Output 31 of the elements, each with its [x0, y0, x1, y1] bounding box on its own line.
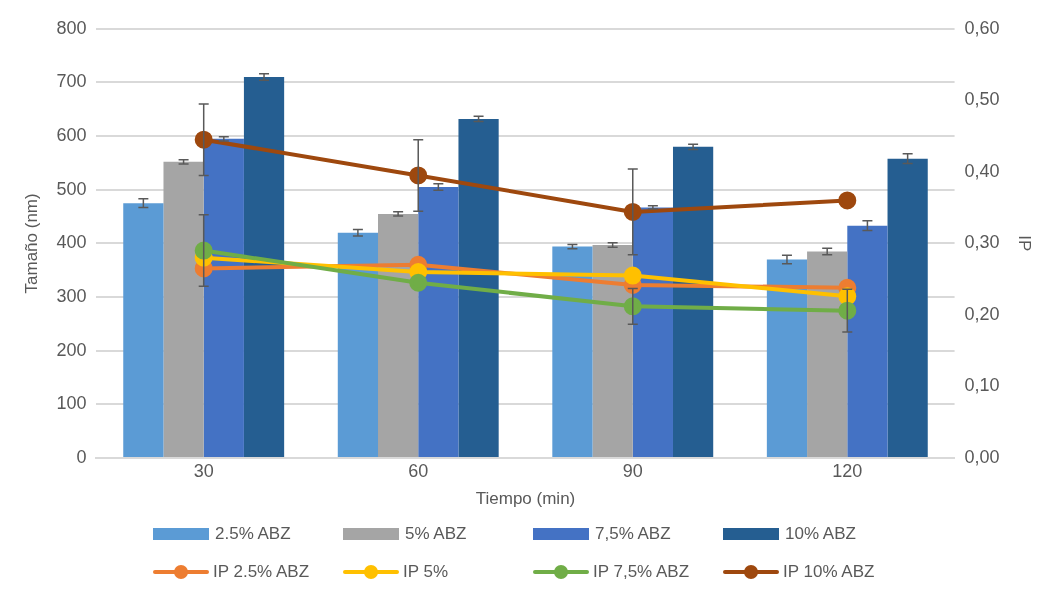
- y-tick-label: 500: [56, 178, 87, 199]
- y-tick-label: 200: [56, 339, 87, 360]
- y-tick-label: 800: [56, 17, 87, 38]
- y-tick-label: 700: [56, 71, 87, 92]
- y2-tick-label: 0,30: [964, 232, 1000, 253]
- x-tick-label: 90: [622, 460, 643, 481]
- x-axis-title: Tiempo (min): [475, 489, 576, 509]
- y2-axis-title: IP: [1015, 235, 1035, 252]
- x-tick-label: 120: [832, 460, 863, 481]
- y-tick-label: 100: [56, 393, 87, 414]
- y2-tick-label: 0,00: [964, 446, 1000, 467]
- legend-label: 2.5% ABZ: [215, 524, 291, 544]
- y2-tick-label: 0,10: [964, 375, 1000, 396]
- x-tick-label: 60: [408, 460, 429, 481]
- y-tick-label: 300: [56, 286, 87, 307]
- y2-tick-label: 0,50: [964, 89, 1000, 110]
- legend-label: 5% ABZ: [405, 524, 467, 544]
- x-tick-label: 30: [193, 460, 214, 481]
- y-tick-label: 600: [56, 125, 87, 146]
- legend-label: 7,5% ABZ: [595, 524, 671, 544]
- legend-label: 10% ABZ: [785, 524, 856, 544]
- y-tick-label: 400: [56, 232, 87, 253]
- legend-label: IP 5%: [403, 562, 449, 582]
- legend-label: IP 2.5% ABZ: [213, 562, 310, 582]
- legend-label: IP 10% ABZ: [783, 562, 875, 582]
- y2-tick-label: 0,40: [964, 160, 1000, 181]
- y-tick-label: 0: [76, 446, 87, 467]
- y2-tick-label: 0,20: [964, 303, 1000, 324]
- legend-label: IP 7,5% ABZ: [593, 562, 690, 582]
- y-axis-title: Tamaño (nm): [21, 193, 41, 294]
- y2-tick-label: 0,60: [964, 17, 1000, 38]
